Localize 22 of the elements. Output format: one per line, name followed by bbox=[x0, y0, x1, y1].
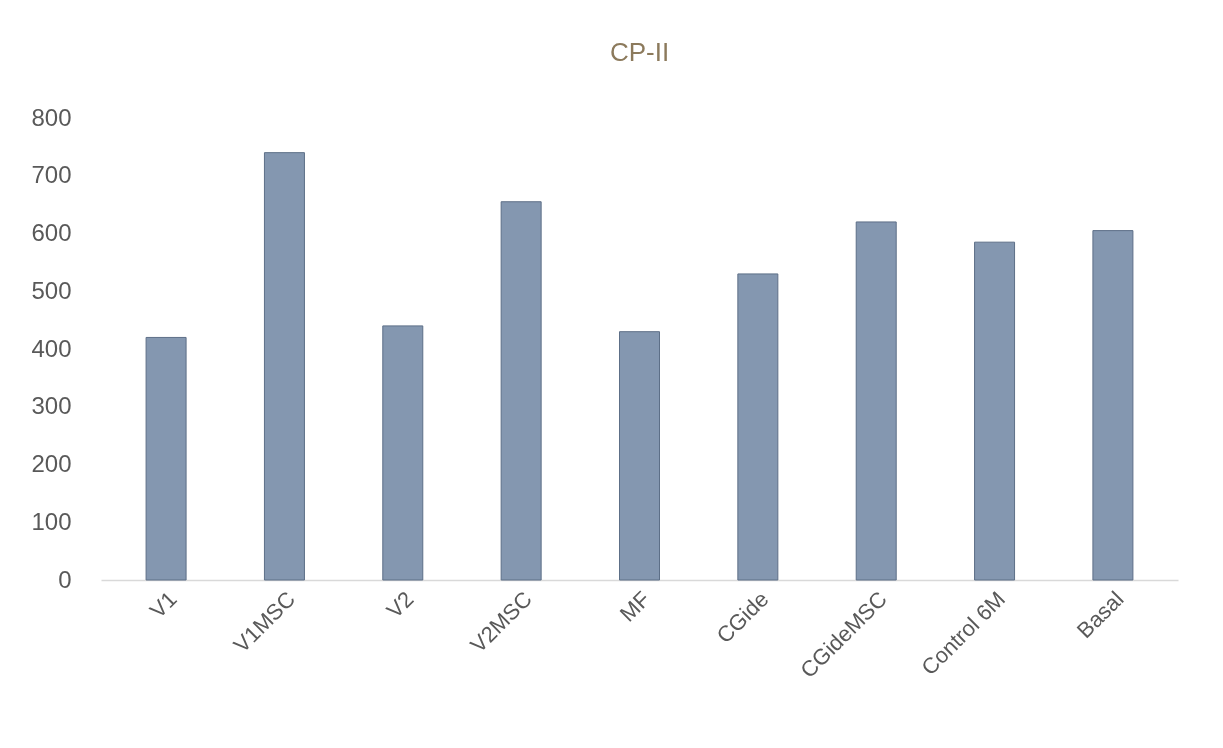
y-tick-label: 0 bbox=[58, 565, 72, 593]
x-tick-label: MF bbox=[614, 586, 656, 627]
bar bbox=[737, 273, 779, 581]
y-tick-label: 800 bbox=[31, 103, 72, 131]
x-tick-label: V1 bbox=[144, 586, 182, 624]
y-tick-label: 700 bbox=[31, 161, 72, 189]
bar bbox=[500, 201, 542, 581]
bar bbox=[855, 221, 897, 581]
y-tick-label: 100 bbox=[31, 507, 72, 535]
y-tick-label: 400 bbox=[31, 334, 72, 362]
bar bbox=[974, 241, 1016, 581]
bar bbox=[263, 152, 305, 581]
bar bbox=[619, 331, 660, 581]
bar bbox=[382, 325, 424, 581]
bar bbox=[145, 336, 187, 581]
y-tick-label: 500 bbox=[31, 276, 72, 304]
y-tick-label: 600 bbox=[31, 219, 72, 246]
y-tick-label: 200 bbox=[31, 450, 72, 477]
chart-title: CP-II bbox=[609, 37, 670, 67]
y-tick-label: 300 bbox=[31, 392, 72, 420]
x-tick-label: V2 bbox=[381, 586, 419, 624]
bar bbox=[1092, 230, 1134, 581]
